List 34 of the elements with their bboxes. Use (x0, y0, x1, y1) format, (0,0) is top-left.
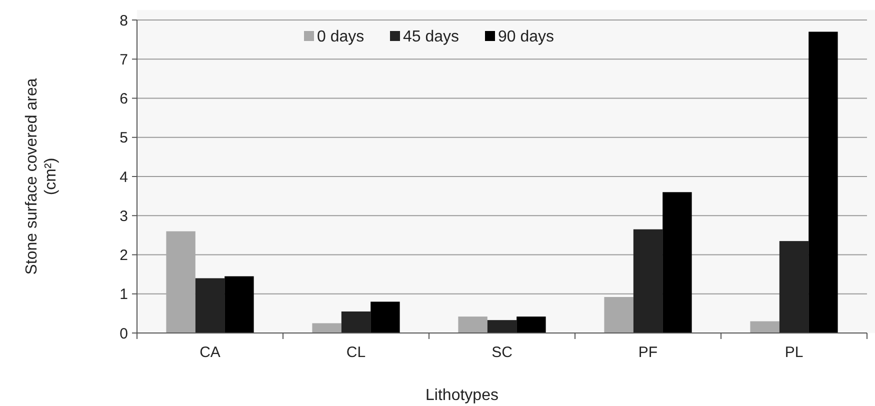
y-tick-label: 2 (120, 247, 128, 264)
bar (808, 32, 838, 333)
bar (604, 297, 634, 333)
bar (662, 192, 692, 333)
bar (750, 321, 780, 333)
y-tick-label: 0 (120, 325, 128, 342)
y-tick-label: 4 (120, 168, 128, 186)
y-tick-label: 5 (120, 130, 128, 147)
legend-label: 45 days (403, 28, 460, 46)
bar (370, 302, 400, 333)
legend-label: 0 days (317, 28, 364, 46)
x-tick-label: SC (492, 344, 513, 361)
legend-label: 90 days (498, 28, 554, 46)
y-tick-label: 3 (120, 208, 128, 225)
bar (633, 229, 663, 333)
x-axis-title: Lithotypes (426, 387, 498, 404)
bar (341, 311, 371, 333)
y-axis-title: Stone surface covered area (cm²) (23, 78, 60, 275)
bar (779, 241, 809, 333)
x-tick-label: CA (200, 344, 220, 361)
bar (458, 316, 488, 333)
bar (312, 323, 342, 333)
y-tick-label: 7 (120, 51, 128, 68)
y-tick-label: 6 (120, 90, 128, 108)
bar (516, 316, 546, 333)
x-tick-label: CL (346, 344, 366, 361)
y-tick-label: 1 (120, 286, 128, 304)
x-tick-label: PF (638, 344, 658, 361)
bar (195, 278, 225, 333)
x-tick-label: PL (784, 344, 804, 361)
bar (224, 276, 254, 333)
y-tick-label: 8 (120, 12, 128, 30)
bar (166, 231, 196, 333)
bar (487, 320, 517, 333)
